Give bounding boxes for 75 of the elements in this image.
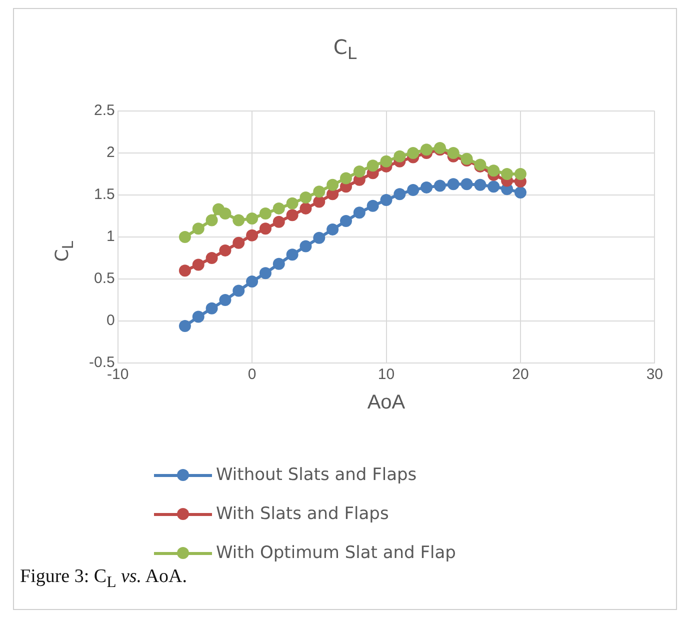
point (474, 178, 486, 191)
point (178, 320, 191, 332)
point (286, 209, 298, 222)
point (219, 244, 232, 256)
x-tick-label: 20 (512, 366, 529, 384)
point (300, 192, 312, 204)
point (380, 194, 392, 206)
point (447, 178, 460, 190)
point (300, 240, 312, 252)
point (407, 147, 420, 159)
point (460, 178, 473, 190)
legend-label: With Slats and Flaps (216, 504, 389, 524)
point (353, 165, 366, 178)
point (313, 232, 326, 244)
legend-label: Without Slats and Flaps (216, 464, 417, 484)
x-tick-label: 0 (248, 366, 256, 384)
x-tick-label: 10 (378, 366, 395, 384)
point (259, 207, 272, 220)
point (178, 231, 191, 243)
point (259, 267, 272, 280)
x-axis-title: AoA (367, 392, 406, 414)
point (259, 222, 272, 235)
point (246, 212, 258, 225)
point (232, 236, 245, 249)
point (394, 188, 406, 200)
point (192, 222, 204, 235)
legend-label: With Optimum Slat and Flap (216, 542, 456, 562)
y-tick-label: 2 (106, 144, 115, 162)
point (246, 276, 258, 288)
point (326, 178, 339, 191)
point (380, 155, 392, 168)
point (192, 258, 204, 271)
point (514, 186, 526, 198)
point (501, 168, 514, 180)
point (246, 229, 258, 242)
y-tick-label: 0 (106, 312, 115, 330)
point (407, 184, 420, 196)
y-tick-label: 0.5 (94, 270, 115, 288)
y-tick-label: 1 (106, 228, 115, 246)
point (219, 207, 232, 220)
point (420, 181, 433, 194)
point (206, 252, 218, 264)
x-tick-label: 30 (646, 366, 663, 384)
point (488, 164, 500, 177)
point (192, 310, 204, 323)
point (313, 186, 326, 198)
point (447, 147, 460, 159)
chart-title: C$_{L}$ (332, 35, 358, 63)
point (286, 197, 298, 210)
point (326, 223, 339, 236)
point (178, 264, 191, 277)
point (366, 200, 379, 212)
point (272, 202, 285, 214)
point (300, 202, 312, 214)
point (420, 144, 433, 156)
point (353, 206, 366, 219)
point (313, 196, 326, 208)
point (340, 172, 352, 184)
point (219, 294, 232, 306)
point (206, 214, 218, 226)
point (340, 215, 352, 228)
point (272, 258, 285, 270)
y-tick-label: 2.5 (94, 102, 115, 120)
point (232, 214, 245, 226)
point (366, 160, 379, 172)
point (232, 284, 245, 297)
point (488, 180, 500, 193)
point (434, 180, 446, 192)
point (272, 216, 285, 228)
point (286, 248, 298, 261)
point (514, 168, 526, 180)
point (206, 302, 218, 314)
caption: Figure 3: C$_{L}$ vs. AoA. (20, 566, 187, 592)
y-tick-label: 1.5 (94, 186, 115, 204)
point (394, 150, 406, 162)
